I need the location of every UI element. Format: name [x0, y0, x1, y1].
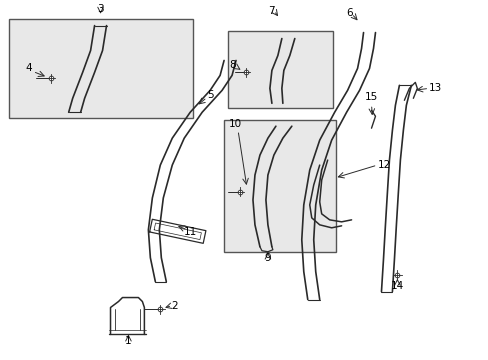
Bar — [9, 19, 193, 118]
Text: 5: 5 — [206, 90, 213, 100]
Text: 10: 10 — [228, 119, 241, 129]
Text: 1: 1 — [125, 336, 131, 346]
Text: 13: 13 — [428, 84, 442, 93]
Text: 15: 15 — [364, 92, 377, 102]
Text: 2: 2 — [171, 301, 177, 311]
Text: 4: 4 — [25, 63, 32, 73]
Bar — [227, 31, 332, 108]
Text: 14: 14 — [390, 280, 403, 291]
Text: 8: 8 — [229, 60, 236, 71]
Text: 12: 12 — [377, 160, 390, 170]
Text: 3: 3 — [97, 4, 103, 14]
Text: 7: 7 — [268, 6, 275, 15]
Text: 11: 11 — [183, 227, 197, 237]
Bar — [224, 120, 335, 252]
Text: 9: 9 — [264, 253, 271, 263]
Text: 6: 6 — [346, 8, 352, 18]
